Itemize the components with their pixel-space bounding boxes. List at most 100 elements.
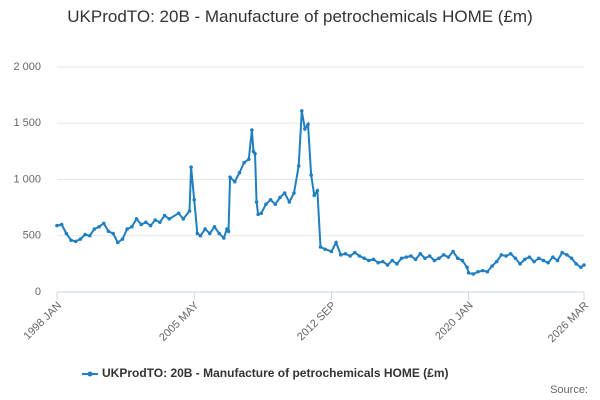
point [460, 258, 465, 263]
point [309, 173, 313, 177]
point [367, 258, 371, 263]
point [195, 231, 200, 236]
point [83, 232, 87, 237]
point [451, 249, 455, 254]
point [427, 254, 432, 258]
point [343, 251, 348, 256]
point [292, 191, 296, 195]
point [106, 229, 111, 234]
point [187, 209, 192, 213]
point [92, 227, 97, 231]
point [167, 217, 172, 221]
x-tick-label: 2020 JAN [433, 300, 476, 343]
point [536, 256, 541, 261]
point [432, 258, 437, 263]
point [437, 256, 441, 261]
point [404, 255, 409, 259]
y-tick-label: 2 000 [13, 61, 41, 73]
point [111, 231, 115, 236]
point [212, 224, 217, 229]
point [55, 223, 59, 228]
point [446, 255, 451, 259]
point [153, 218, 158, 222]
point [381, 259, 385, 264]
point [323, 247, 327, 252]
point [546, 260, 550, 265]
point [471, 272, 476, 276]
point [134, 217, 139, 221]
point [59, 222, 64, 227]
point [139, 222, 143, 227]
point [232, 179, 237, 184]
point [494, 259, 499, 264]
point [130, 224, 134, 229]
point [287, 200, 292, 204]
point [318, 245, 323, 249]
point [222, 236, 226, 240]
x-tick-label: 1998 JAN [22, 300, 65, 343]
point [555, 258, 560, 263]
point [504, 254, 508, 258]
point [226, 229, 231, 234]
point [256, 212, 260, 217]
point [390, 258, 395, 263]
point [144, 220, 148, 225]
point [312, 193, 317, 198]
point [513, 256, 518, 261]
point [418, 251, 423, 256]
legend-marker [87, 371, 93, 377]
point [579, 265, 583, 270]
point [203, 227, 207, 231]
point [480, 268, 485, 273]
point [228, 175, 232, 180]
point [508, 251, 513, 256]
y-tick-label: 500 [23, 230, 41, 242]
point [485, 269, 490, 274]
point [476, 269, 480, 274]
point [413, 257, 418, 262]
point [73, 239, 78, 244]
point [246, 157, 251, 162]
x-tick-label: 2026 MAR [546, 300, 591, 345]
point [259, 211, 264, 216]
point [455, 256, 460, 261]
x-tick-label: 2012 SEP [295, 300, 339, 344]
point [490, 264, 494, 268]
point [181, 217, 186, 221]
point [499, 253, 504, 257]
point [101, 221, 106, 226]
point [441, 253, 446, 257]
point [189, 165, 193, 169]
point [465, 265, 469, 270]
point [522, 257, 527, 262]
source: Source: [550, 384, 588, 396]
y-tick-label: 0 [35, 286, 41, 298]
point [78, 237, 83, 241]
point [148, 223, 153, 228]
point [541, 258, 546, 263]
point [264, 202, 268, 207]
point [565, 253, 569, 257]
point [395, 262, 399, 266]
point [315, 188, 320, 193]
point [306, 122, 310, 127]
point [299, 109, 304, 113]
point [250, 128, 254, 132]
point [357, 254, 362, 258]
point [176, 211, 181, 216]
y-tick-label: 1 000 [13, 173, 41, 185]
point [282, 191, 287, 195]
point [237, 170, 242, 175]
legend-label: UKProdTO: 20B - Manufacture of petrochem… [102, 366, 449, 380]
point [198, 233, 203, 238]
point [569, 256, 574, 261]
point [116, 240, 120, 245]
point [268, 197, 273, 202]
point [254, 200, 259, 204]
point [362, 256, 366, 261]
point [192, 197, 197, 202]
point [518, 262, 522, 266]
point [64, 231, 69, 236]
